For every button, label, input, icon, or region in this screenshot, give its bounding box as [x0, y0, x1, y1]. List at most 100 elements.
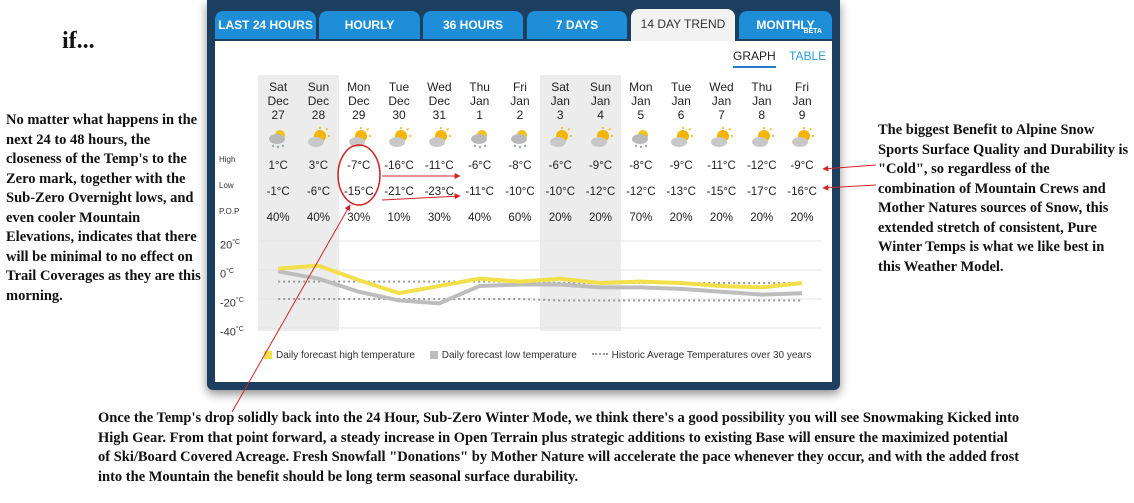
sun-cloud-icon: [580, 127, 620, 151]
day-number: 4: [597, 108, 604, 122]
pop-value: 30%: [427, 212, 451, 224]
day-of-week: Sun: [307, 80, 330, 94]
month: Jan: [752, 94, 772, 108]
right-commentary: The biggest Benefit to Alpine Snow Sport…: [878, 122, 1129, 275]
low-temp: -13°C: [666, 186, 696, 198]
weather-widget: LAST 24 HOURS HOURLY 36 HOURS 7 DAYS 14 …: [207, 0, 840, 390]
month: Dec: [348, 94, 370, 108]
high-temp: -11°C: [425, 160, 454, 172]
day-number: 2: [516, 108, 524, 122]
sun-cloud-icon: [540, 127, 580, 151]
tab-7-days[interactable]: 7 DAYS: [527, 11, 627, 39]
forecast-day-column: Fri Jan 9 -9°C -16°C 20%: [782, 75, 822, 331]
sun-cloud-icon: [379, 127, 419, 151]
sun-cloud-icon: [661, 127, 701, 151]
pop-value: 20%: [548, 212, 572, 224]
pop-row-label: P.O.P: [219, 207, 240, 216]
forecast-day-column: Wed Dec 31 -11°C -23°C 30%: [419, 75, 459, 331]
highlight-circle: [337, 144, 381, 206]
low-temp: -10°C: [505, 186, 535, 198]
day-number: 3: [556, 108, 564, 122]
day-number: 27: [271, 108, 285, 122]
pop-value: 20%: [589, 212, 613, 224]
low-temp: -12°C: [626, 186, 656, 198]
tab-hourly[interactable]: HOURLY: [319, 11, 420, 39]
month: Jan: [711, 94, 732, 108]
tab-36-hours[interactable]: 36 HOURS: [423, 11, 523, 39]
high-temp: -7°C: [347, 160, 371, 172]
high-temp: -6°C: [548, 160, 572, 172]
high-temp: -16°C: [384, 160, 414, 172]
low-temp: -15°C: [343, 186, 374, 198]
sun-cloud-icon: [782, 127, 822, 151]
day-number: 9: [798, 108, 806, 122]
legend-avg: Historic Average Temperatures over 30 ye…: [611, 350, 812, 361]
low-temp: -17°C: [746, 186, 777, 198]
month: Jan: [631, 94, 651, 108]
forecast-day-column: Mon Dec 29 -7°C -15°C 30%: [339, 75, 379, 331]
day-number: 5: [637, 108, 645, 122]
forecast-day-column: Sat Dec 27 1°C -1°C 40%: [258, 75, 299, 331]
month: Dec: [307, 94, 330, 108]
forecast-tabs: LAST 24 HOURS HOURLY 36 HOURS 7 DAYS 14 …: [215, 9, 832, 41]
day-of-week: Tue: [388, 80, 410, 94]
y-tick-label: -20°C: [220, 297, 244, 310]
day-number: 8: [758, 108, 766, 122]
high-temp: -8°C: [629, 160, 653, 172]
pop-value: 20%: [790, 212, 814, 224]
table-view-button[interactable]: TABLE: [789, 49, 827, 63]
day-of-week: Sun: [589, 80, 612, 94]
low-temp: -16°C: [787, 186, 817, 198]
chart-legend: Daily forecast high temperature Daily fo…: [264, 350, 823, 361]
high-temp: 3°C: [308, 160, 329, 172]
sun-cloud-icon: [419, 127, 459, 151]
graph-view-button[interactable]: GRAPH: [733, 49, 776, 68]
forecast-day-column: Mon Jan 5 -8°C -12°C 70%: [621, 75, 661, 331]
cloudy-snow-icon: [500, 127, 540, 151]
tab-monthly[interactable]: MONTHLY BETA: [739, 11, 832, 39]
pop-value: 40%: [306, 212, 330, 224]
low-temp: -6°C: [306, 186, 331, 198]
low-swatch-icon: [429, 351, 438, 359]
forecast-day-column: Sun Dec 28 3°C -6°C 40%: [298, 75, 339, 331]
forecast-day-column: Tue Jan 6 -9°C -13°C 20%: [661, 75, 701, 331]
arrow-icon: [822, 184, 877, 191]
left-commentary: No matter what happens in the next 24 to…: [6, 112, 201, 304]
high-temp: -6°C: [468, 160, 492, 172]
pop-value: 10%: [387, 212, 411, 224]
day-of-week: Fri: [512, 80, 527, 94]
high-temp: -9°C: [669, 160, 693, 172]
legend-high: Daily forecast high temperature: [276, 350, 415, 361]
high-row-label: High: [219, 155, 236, 164]
pop-value: 60%: [508, 212, 532, 224]
pop-value: 20%: [669, 212, 693, 224]
tab-last-24-hours[interactable]: LAST 24 HOURS: [215, 11, 316, 39]
day-of-week: Thu: [751, 80, 773, 94]
heading: if...: [62, 28, 95, 54]
high-temp: -8°C: [508, 160, 532, 172]
low-temp: -23°C: [424, 186, 455, 198]
high-temp: -12°C: [746, 160, 777, 172]
day-of-week: Sat: [551, 80, 570, 94]
pop-value: 40%: [468, 212, 492, 224]
day-of-week: Mon: [347, 80, 371, 94]
day-number: 6: [677, 108, 685, 122]
forecast-day-column: Fri Jan 2 -8°C -10°C 60%: [500, 75, 540, 331]
day-number: 30: [392, 108, 406, 122]
high-temp: 1°C: [268, 160, 288, 172]
month: Jan: [550, 94, 570, 108]
legend-low: Daily forecast low temperature: [441, 350, 577, 361]
day-of-week: Sat: [269, 80, 288, 94]
pop-value: 20%: [750, 212, 774, 224]
daily-high-line: [278, 263, 803, 296]
tab-14-day-trend[interactable]: 14 DAY TREND: [631, 9, 735, 41]
low-temp: -12°C: [585, 186, 616, 198]
month: Jan: [671, 94, 691, 108]
month: Jan: [590, 94, 611, 108]
arrow-icon: [231, 204, 351, 413]
low-temp: -15°C: [706, 186, 737, 198]
day-number: 31: [432, 108, 447, 122]
pop-value: 20%: [709, 212, 733, 224]
month: Dec: [428, 94, 450, 108]
